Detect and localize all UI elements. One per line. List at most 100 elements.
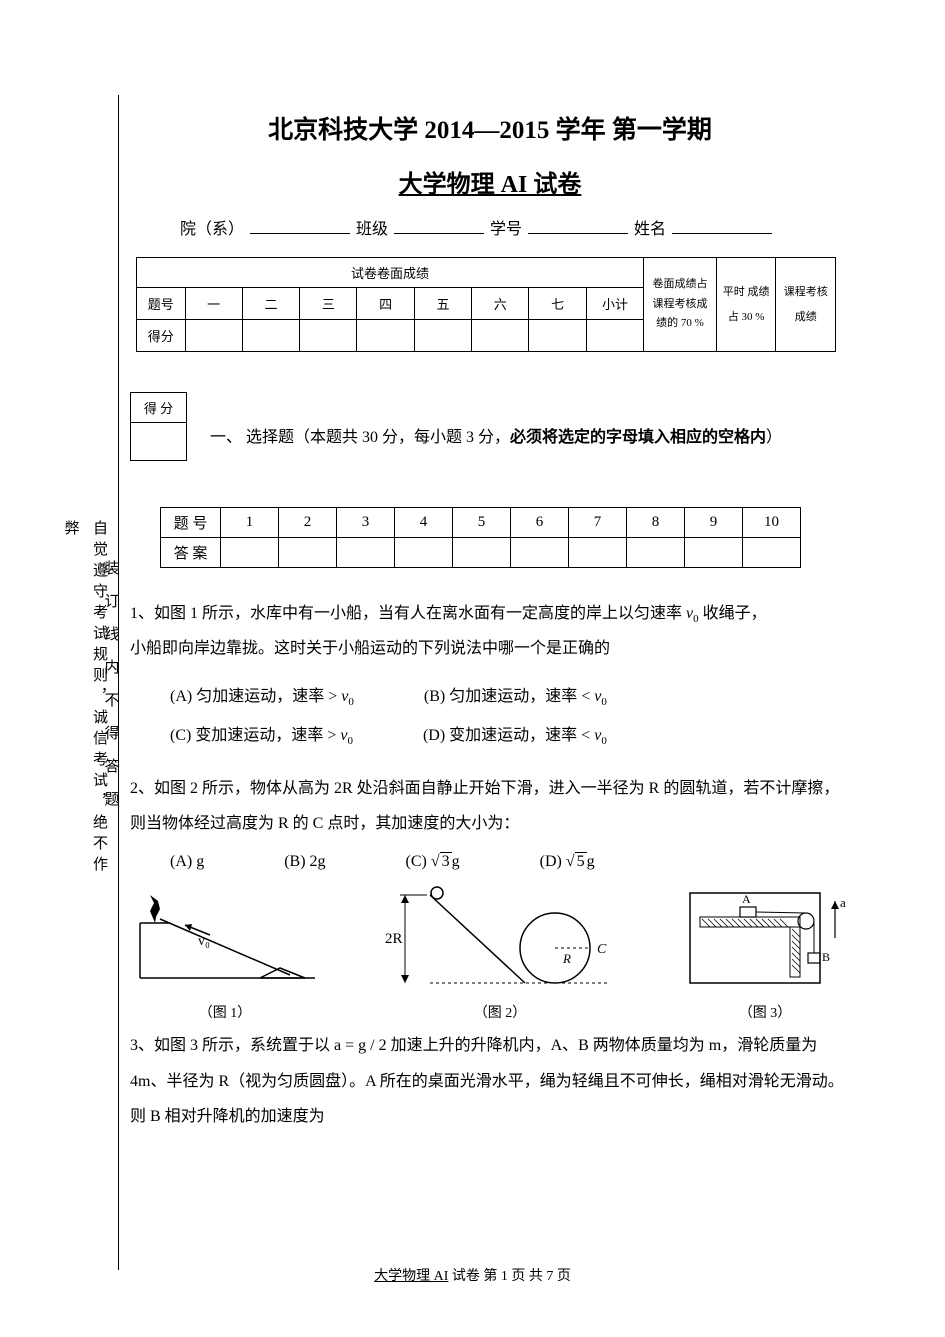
ans-cell[interactable] xyxy=(743,537,801,567)
col-1: 一 xyxy=(185,288,242,320)
fig1-caption: （图 1） xyxy=(130,1002,320,1022)
section-suffix: ） xyxy=(766,429,782,446)
fig3-A: A xyxy=(742,892,751,906)
q1-text-c: 小船即向岸边靠拢。这时关于小船运动的下列说法中哪一个是正确的 xyxy=(130,640,610,657)
page-content: 北京科技大学 2014—2015 学年 第一学期 大学物理 AI 试卷 院（系）… xyxy=(130,95,850,1146)
score-cell[interactable] xyxy=(414,320,471,352)
side3-l2: 成绩 xyxy=(795,311,817,323)
q1-options: (A) 匀加速运动，速率 > v0 (B) 匀加速运动，速率 < v0 (C) … xyxy=(170,678,850,755)
score-cell[interactable] xyxy=(242,320,299,352)
fig3-a: a xyxy=(840,895,846,910)
col-4: 四 xyxy=(357,288,414,320)
margin-col2: 装订线内不得答题 xyxy=(103,560,119,824)
exam-title: 大学物理 AI 试卷 xyxy=(130,164,850,199)
ans-cell[interactable] xyxy=(337,537,395,567)
question-3: 3、如图 3 所示，系统置于以 a = g / 2 加速上升的升降机内，A、B … xyxy=(130,1028,850,1134)
q1-text-a: 1、如图 1 所示，水库中有一小船，当有人在离水面有一定高度的岸上以匀速率 xyxy=(130,605,682,622)
side2-l2: 占 30 % xyxy=(728,311,765,323)
score-cell[interactable] xyxy=(529,320,586,352)
answer-grid: 题 号 1 2 3 4 5 6 7 8 9 10 答 案 xyxy=(160,507,801,568)
question-2: 2、如图 2 所示，物体从高为 2R 处沿斜面自静止开始下滑，进入一半径为 R … xyxy=(130,771,850,841)
footer-page: 试卷 第 1 页 共 7 页 xyxy=(452,1269,571,1284)
section-score-cell[interactable] xyxy=(131,423,187,461)
q2-opt-b: (B) 2g xyxy=(284,853,325,871)
ans-num: 9 xyxy=(685,507,743,537)
score-label: 得分 xyxy=(137,320,186,352)
page-footer: 大学物理 AI 试卷 第 1 页 共 7 页 xyxy=(0,1265,945,1285)
ans-cell[interactable] xyxy=(279,537,337,567)
col-6: 六 xyxy=(472,288,529,320)
fig3-caption: （图 3） xyxy=(680,1002,850,1022)
q1b-text: (B) 匀加速运动，速率 < xyxy=(424,688,590,705)
q1c-text: (C) 变加速运动，速率 > xyxy=(170,727,336,744)
score-cell[interactable] xyxy=(472,320,529,352)
col-2: 二 xyxy=(242,288,299,320)
dept-label: 院（系） xyxy=(180,215,244,239)
ans-cell[interactable] xyxy=(627,537,685,567)
score-cell[interactable] xyxy=(300,320,357,352)
q2d-pre: (D) xyxy=(540,853,562,870)
side-col-2: 平时 成绩 占 30 % xyxy=(716,258,776,352)
q2-opt-c: (C) √3g xyxy=(406,853,460,871)
side1-l2: 课程考核成 xyxy=(653,298,708,310)
ans-cell[interactable] xyxy=(395,537,453,567)
ans-label: 答 案 xyxy=(161,537,221,567)
fig1-v0-label: v₀ xyxy=(198,934,210,949)
section-score-label: 得 分 xyxy=(131,393,187,423)
q1d-text: (D) 变加速运动，速率 < xyxy=(423,727,590,744)
fig2-R: R xyxy=(562,951,571,966)
fig3-B: B xyxy=(822,950,830,964)
margin-binding-text: 装订线内不得答题 xyxy=(96,560,125,840)
university-title: 北京科技大学 2014—2015 学年 第一学期 xyxy=(130,110,850,146)
ans-cell[interactable] xyxy=(511,537,569,567)
side1-l3: 绩的 70 % xyxy=(656,317,704,329)
q1-opt-b: (B) 匀加速运动，速率 < v0 xyxy=(424,678,607,716)
fig2-2R: 2R xyxy=(385,931,403,947)
ans-cell[interactable] xyxy=(453,537,511,567)
q2c-pre: (C) xyxy=(406,853,427,870)
q1-text-b: 收绳子， xyxy=(703,605,767,622)
ans-num: 7 xyxy=(569,507,627,537)
class-label: 班级 xyxy=(356,215,388,239)
id-label: 学号 xyxy=(490,215,522,239)
score-cell[interactable] xyxy=(185,320,242,352)
side3-l1: 课程考核 xyxy=(784,286,828,298)
ans-num: 6 xyxy=(511,507,569,537)
col-3: 三 xyxy=(300,288,357,320)
dept-blank[interactable] xyxy=(250,216,350,234)
name-blank[interactable] xyxy=(672,216,772,234)
id-blank[interactable] xyxy=(528,216,628,234)
q1a-text: (A) 匀加速运动，速率 > xyxy=(170,688,337,705)
name-label: 姓名 xyxy=(634,215,666,239)
score-table-header: 试卷卷面成绩 xyxy=(137,258,644,288)
q2d-rad: 5 xyxy=(575,852,587,870)
side1-l1: 卷面成绩占 xyxy=(653,278,708,290)
q1-opt-c: (C) 变加速运动，速率 > v0 xyxy=(170,717,353,755)
ans-num: 3 xyxy=(337,507,395,537)
ans-cell[interactable] xyxy=(569,537,627,567)
col-8: 小计 xyxy=(586,288,643,320)
figure-1: v₀ （图 1） xyxy=(130,883,320,1022)
class-blank[interactable] xyxy=(394,216,484,234)
q2c-rad: 3 xyxy=(440,852,452,870)
col-5: 五 xyxy=(414,288,471,320)
section-bold: 必须将选定的字母填入相应的空格内 xyxy=(510,429,766,446)
col-7: 七 xyxy=(529,288,586,320)
q2-opt-d: (D) √5g xyxy=(540,853,595,871)
qnum-label: 题号 xyxy=(137,288,186,320)
q2c-suf: g xyxy=(452,853,460,870)
score-cell[interactable] xyxy=(586,320,643,352)
fig2-caption: （图 2） xyxy=(385,1002,615,1022)
ans-cell[interactable] xyxy=(221,537,279,567)
fig3-svg: A B a xyxy=(680,883,850,993)
figure-3: A B a （图 3） xyxy=(680,883,850,1022)
ans-num: 2 xyxy=(279,507,337,537)
ans-num: 4 xyxy=(395,507,453,537)
q2-opt-a: (A) g xyxy=(170,853,204,871)
section-prefix: 一、 选择题（本题共 30 分，每小题 3 分， xyxy=(210,429,510,446)
ans-num: 5 xyxy=(453,507,511,537)
ans-cell[interactable] xyxy=(685,537,743,567)
fig2-C: C xyxy=(597,942,607,957)
fig1-svg: v₀ xyxy=(130,883,320,993)
score-cell[interactable] xyxy=(357,320,414,352)
